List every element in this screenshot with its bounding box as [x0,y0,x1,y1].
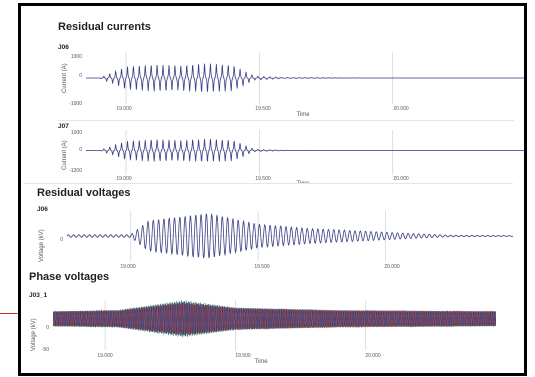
x-tick-label: 19.500 [254,264,270,270]
series-line [53,302,496,335]
y-tick-label: 0 [79,73,82,79]
residual-voltages-panel: Residual voltages J06 Voltage (kV) 0 19.… [23,183,513,274]
x-tick-label: 19.500 [235,353,251,359]
chart-name: J06 [58,44,69,51]
residual-currents-panel: Residual currents J06 Current (A) 1000 0… [36,10,524,187]
y-tick-label: 0 [46,325,49,331]
residual-voltage-j06-plot [67,211,513,261]
residual-currents-title: Residual currents [58,21,151,33]
x-tick-label: 19.000 [120,264,136,270]
x-tick-label: 19.000 [116,176,132,182]
y-tick-label: 0 [60,237,63,243]
series-line [86,63,524,93]
dashboard-frame: Residual currents J06 Current (A) 1000 0… [18,3,527,376]
divider [58,120,514,121]
x-tick-label: 20.000 [365,353,381,359]
y-tick-label: -1200 [69,168,82,174]
x-axis-label: Time [254,359,268,365]
chart-name: J03_1 [29,292,48,299]
y-tick-label: -50 [41,347,49,353]
y-axis-label: Current (A) [62,140,68,170]
x-tick-label: 20.000 [384,264,400,270]
phase-voltages-panel: Phase voltages J03_1 Voltage (kV) 0 -50 … [21,268,521,370]
chart-name: J06 [37,206,48,213]
x-tick-label: 19.500 [255,176,271,182]
y-tick-label: 0 [79,147,82,153]
side-marker-line [0,313,22,314]
y-tick-label: 1000 [70,130,82,136]
y-tick-label: -1000 [69,101,82,107]
x-tick-label: 19.500 [255,106,271,112]
x-axis-label: Time [296,112,310,118]
series-line [53,300,496,338]
x-tick-label: 19.000 [116,106,132,112]
y-axis-label: Voltage (kV) [39,229,45,262]
residual-voltages-title: Residual voltages [37,187,131,199]
x-tick-label: 19.000 [97,353,113,359]
residual-current-j06-plot [86,52,524,104]
series-line [67,212,513,259]
x-tick-label: 20.000 [393,106,409,112]
series-line [86,138,524,162]
x-tick-label: 20.000 [393,176,409,182]
chart-name: J07 [58,123,69,130]
series-line [53,301,496,336]
phase-voltages-title: Phase voltages [29,271,110,283]
y-tick-label: 1000 [70,54,82,60]
phase-voltage-j03-1-plot [53,300,496,350]
residual-current-j07-plot [86,130,524,175]
